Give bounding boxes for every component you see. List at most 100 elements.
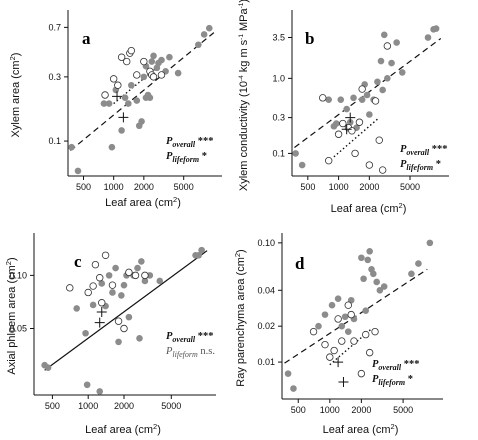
data-point-filled (325, 96, 332, 103)
x-tick-label: 2000 (134, 182, 154, 192)
data-point-filled (195, 251, 202, 259)
data-point-filled (373, 278, 380, 286)
stat-lifeform: Plifeform n.s. (165, 346, 215, 359)
y-tick-label: 0.05 (9, 324, 27, 334)
stat-overall: Poverall *** (400, 144, 447, 157)
data-point-open (123, 57, 131, 66)
data-point-filled (166, 53, 173, 61)
data-point-filled (156, 277, 164, 285)
mean-cross (96, 307, 107, 318)
data-point-filled (136, 335, 143, 342)
data-point-open (375, 136, 383, 144)
data-point-filled (328, 301, 336, 309)
panel-letter: c (74, 252, 82, 271)
data-point-filled (363, 91, 371, 99)
x-tick-label: 2000 (114, 401, 134, 411)
data-point-open (101, 91, 109, 99)
data-point-filled (376, 287, 384, 294)
data-point-open (348, 127, 356, 135)
data-point-open (326, 353, 334, 361)
data-point-filled (115, 338, 122, 346)
data-point-filled (374, 78, 381, 86)
data-point-filled (118, 292, 125, 299)
data-point-filled (315, 322, 322, 330)
data-point-filled (424, 34, 432, 41)
x-axis-title: Leaf area (cm2) (105, 195, 181, 209)
y-tick-label: 0.1 (48, 136, 61, 146)
data-point-open (355, 118, 364, 126)
data-point-filled (321, 311, 329, 318)
fit-line-dashed (284, 268, 428, 364)
mean-cross (338, 377, 349, 388)
y-tick-label: 0.1 (272, 148, 285, 158)
x-tick-label: 500 (76, 182, 91, 192)
data-point-filled (366, 111, 373, 118)
mean-cross (112, 91, 123, 102)
x-tick-label: 1000 (104, 182, 124, 192)
x-tick-label: 1000 (329, 182, 349, 192)
data-point-open (339, 119, 347, 128)
y-tick-label: 0.04 (257, 285, 275, 295)
data-point-filled (133, 97, 141, 104)
data-point-open (362, 330, 370, 339)
data-point-open (91, 260, 100, 269)
fit-line-solid (44, 250, 208, 371)
fit-line-dashed (70, 32, 215, 152)
data-point-filled (333, 120, 340, 127)
data-point-open (358, 85, 366, 93)
data-point-open (371, 97, 380, 105)
data-point-filled (350, 94, 357, 102)
x-tick-label: 1000 (78, 401, 98, 411)
data-point-open (347, 310, 355, 319)
fit-line-dotted (329, 328, 372, 366)
data-point-filled (290, 385, 297, 392)
data-point-open (378, 166, 387, 174)
data-point-filled (432, 25, 440, 32)
data-point-filled (344, 328, 352, 335)
data-point-open (109, 75, 118, 83)
data-point-filled (98, 280, 106, 287)
data-point-filled (343, 105, 350, 113)
data-point-filled (108, 143, 116, 151)
data-point-open (133, 71, 141, 79)
data-point-filled (96, 388, 104, 395)
data-point-filled (125, 313, 133, 321)
data-point-filled (82, 329, 89, 337)
stat-overall: Poverall *** (372, 359, 419, 372)
data-point-open (383, 42, 392, 50)
data-point-filled (121, 94, 129, 102)
data-point-open (351, 149, 359, 158)
x-tick-label: 5000 (393, 405, 413, 415)
data-point-filled (112, 264, 119, 272)
data-point-filled (362, 307, 370, 314)
y-tick-label: 0.3 (272, 113, 285, 123)
data-point-filled (100, 100, 108, 107)
data-point-filled (174, 69, 182, 77)
data-point-filled (358, 96, 366, 103)
data-point-filled (334, 295, 342, 303)
data-point-open (309, 327, 318, 336)
data-point-filled (284, 370, 292, 377)
data-point-filled (393, 39, 400, 46)
y-tick-label: 0.3 (48, 72, 61, 82)
panel-c: 500 1000 2000 5000 0.05 0.10 c Poverall *** Plif… (4, 233, 216, 436)
panel-d: 500 1000 2000 5000 0.01 0.02 0.04 0.10 d Poverall… (233, 233, 443, 436)
data-point-filled (366, 247, 373, 255)
mean-cross (341, 124, 352, 135)
data-point-open (321, 340, 329, 349)
data-point-open (84, 288, 92, 297)
data-point-filled (134, 264, 141, 272)
mean-cross (333, 357, 344, 368)
data-point-open (365, 161, 374, 169)
data-point-filled (415, 260, 422, 267)
x-tick-label: 500 (300, 182, 315, 192)
data-point-open (108, 281, 117, 289)
x-tick-label: 5000 (400, 182, 420, 192)
data-point-filled (370, 270, 377, 278)
y-tick-label: 0.10 (257, 238, 275, 248)
data-point-filled (384, 75, 391, 82)
x-tick-label: 2000 (351, 405, 371, 415)
data-point-open (101, 251, 110, 259)
x-axis-title: Leaf area (cm2) (323, 422, 399, 436)
panel-letter: b (305, 29, 314, 48)
